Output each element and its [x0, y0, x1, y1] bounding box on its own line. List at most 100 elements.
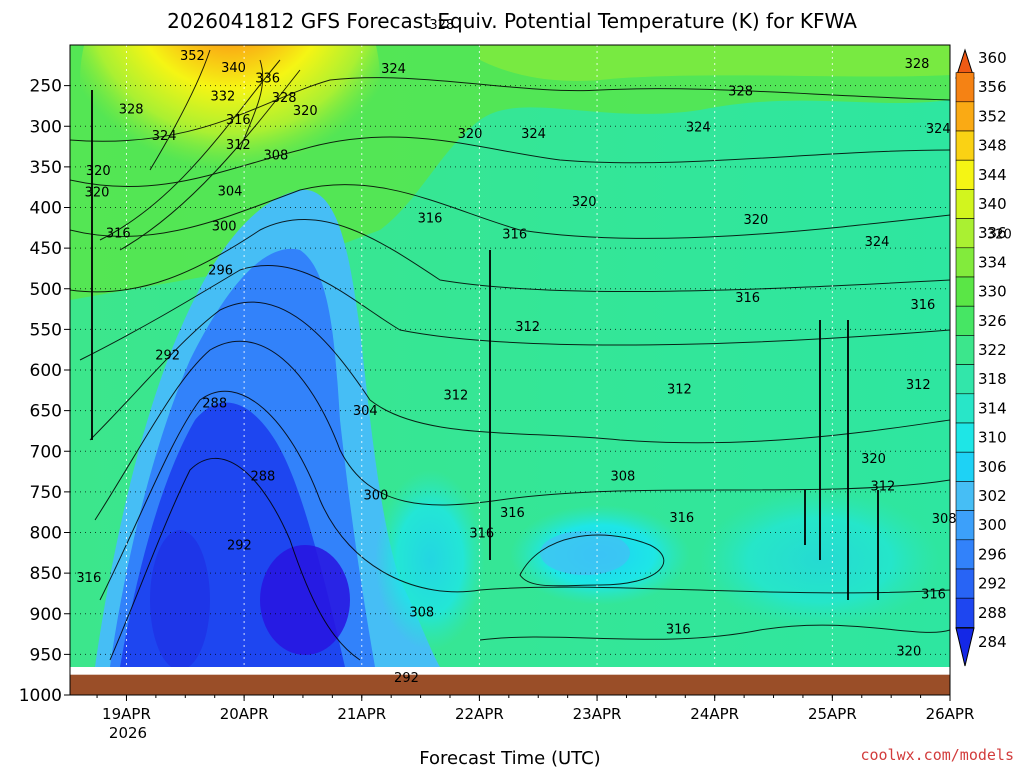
colorbar-label: 314: [978, 399, 1007, 417]
contour-label: 328: [119, 102, 144, 117]
colorbar-label: 344: [978, 166, 1007, 184]
colorbar-swatch: [955, 481, 975, 511]
x-tick-label: 20APR: [220, 705, 269, 723]
pressure-gridlines: [70, 85, 950, 655]
contour-label: 316: [469, 527, 494, 542]
colorbar-label: 318: [978, 370, 1007, 388]
contour-label: 320: [861, 452, 886, 467]
x-tick-label: 19APR: [102, 705, 151, 723]
colorbar-label: 306: [978, 458, 1007, 476]
colorbar-swatch: [955, 393, 975, 424]
contour-label: 312: [515, 320, 540, 335]
field-cold-core-2: [150, 530, 210, 667]
colorbar-label: 322: [978, 341, 1007, 359]
y-tick-label: 450: [30, 239, 62, 259]
contour-streaks: [91, 90, 879, 600]
colorbar-label: 336: [978, 224, 1007, 242]
colorbar-swatch: [955, 72, 975, 103]
colorbar-swatch: [955, 276, 975, 307]
colorbar-label: 352: [978, 107, 1007, 125]
contour-label: 320: [572, 195, 597, 210]
contour-field: [70, 45, 950, 667]
field-cyan-core: [540, 531, 630, 575]
y-tick-label: 500: [30, 280, 62, 300]
contour-label: 324: [381, 62, 406, 77]
field-coldest-core: [260, 545, 350, 655]
x-tick-label: 26APR: [926, 705, 975, 723]
contour-label: 308: [611, 470, 636, 485]
colorbar-label: 330: [978, 283, 1007, 301]
contour-label: 300: [363, 488, 388, 503]
colorbar-swatch: [955, 189, 975, 219]
contour-label: 296: [208, 263, 233, 278]
contour-label: 320: [987, 228, 1012, 243]
contour-label: 316: [500, 506, 525, 521]
contour-label: 324: [686, 120, 711, 135]
contour-label: 320: [896, 644, 921, 659]
year-label: 2026: [109, 724, 147, 742]
colorbar-label: 296: [978, 545, 1007, 563]
contour-labels: 352 340 336 332 328 328 328 328 328 324 324 324 324 3…: [76, 18, 1011, 686]
x-tick-label: 24APR: [690, 705, 739, 723]
colorbar-swatch: [955, 130, 975, 161]
contour-label: 332: [211, 89, 236, 104]
x-tick-label: 23APR: [573, 705, 622, 723]
contour-label: 312: [443, 388, 468, 403]
y-tick-label: 600: [30, 361, 62, 381]
colorbar-swatch: [955, 159, 975, 190]
contour-label: 316: [502, 228, 527, 243]
y-tick-label: 900: [30, 605, 62, 625]
contour-label: 324: [926, 122, 951, 137]
contour-label: 312: [226, 138, 251, 153]
contour-label: 336: [255, 72, 280, 87]
contour-label: 320: [458, 127, 483, 142]
y-tick-label: 800: [30, 524, 62, 544]
colorbar-label: 300: [978, 516, 1007, 534]
contour-label: 328: [728, 85, 753, 100]
contour-label: 308: [263, 149, 288, 164]
contour-label: 324: [152, 129, 177, 144]
contour-label: 288: [202, 397, 227, 412]
colorbar-swatch: [955, 305, 975, 336]
contour-label: 316: [106, 227, 131, 242]
colorbar-label: 284: [978, 633, 1007, 651]
contour-label: 312: [667, 383, 692, 398]
contour-label: 316: [418, 211, 443, 226]
colorbar-swatch: [955, 597, 975, 628]
colorbar-label: 326: [978, 312, 1007, 330]
colorbar-label: 340: [978, 195, 1007, 213]
contour-label: 320: [86, 164, 111, 179]
contour-label: 308: [409, 605, 434, 620]
y-tick-label: 300: [30, 117, 62, 137]
contour-label: 312: [871, 479, 896, 494]
colorbar-swatch: [955, 364, 975, 395]
y-tick-label: 700: [30, 442, 62, 462]
y-axis: 250 300 350 400 450 500 550 600 650 700 750 800 850 9…: [19, 77, 70, 706]
y-tick-label: 250: [30, 77, 62, 97]
contour-label: 292: [394, 671, 419, 686]
field-warm-plume: [80, 45, 380, 230]
contour-label: 316: [911, 298, 936, 313]
x-tick-label: 25APR: [808, 705, 857, 723]
colorbar-label: 310: [978, 429, 1007, 447]
contour-label: 320: [743, 213, 768, 228]
colorbar-label: 302: [978, 487, 1007, 505]
colorbar-swatch: [955, 101, 975, 132]
contour-label: 308: [932, 512, 957, 527]
credit-text: coolwx.com/models: [860, 746, 1014, 764]
colorbar-swatch: [955, 247, 975, 278]
y-tick-label: 400: [30, 199, 62, 219]
y-tick-label: 550: [30, 320, 62, 340]
y-tick-label: 1000: [19, 686, 62, 706]
x-axis-title: Forecast Time (UTC): [419, 748, 600, 768]
ground-surface: [70, 674, 950, 695]
contour-label: 300: [212, 219, 237, 234]
colorbar-label: 356: [978, 78, 1007, 96]
contour-label: 288: [251, 470, 276, 485]
contour-label: 316: [666, 622, 691, 637]
contour-label: 340: [221, 61, 246, 76]
colorbar-swatch: [955, 539, 975, 570]
y-tick-label: 350: [30, 158, 62, 178]
colorbar-swatch: [955, 510, 975, 541]
